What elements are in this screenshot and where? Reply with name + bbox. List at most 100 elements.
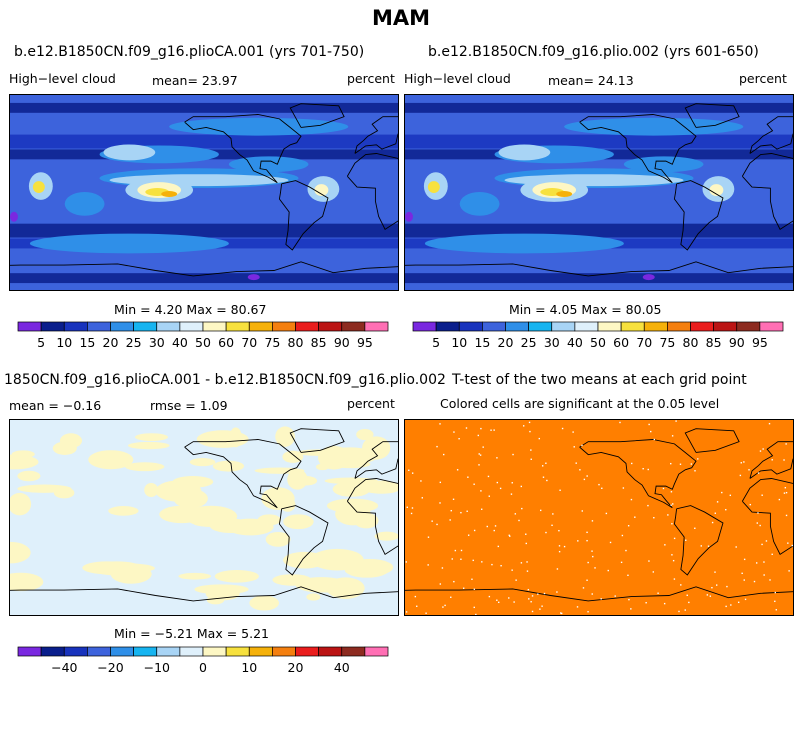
- panel4-dot-239: [530, 449, 532, 451]
- panel4-dot-102: [471, 578, 473, 580]
- panel4-dot-250: [511, 569, 513, 571]
- panel4-dot-95: [526, 570, 529, 572]
- panel4-dot-158: [673, 578, 676, 580]
- panel1-coastline-10: [289, 103, 345, 128]
- panel3-patch-52: [52, 441, 77, 455]
- panel1-band-0: [10, 134, 398, 149]
- panel2-colorbar-cell-4: [505, 321, 529, 332]
- panel3-patch-41: [280, 497, 296, 512]
- panel4-dot-236: [625, 549, 627, 552]
- panel1-purple-b: [247, 274, 260, 281]
- panel4-dot-225: [678, 610, 680, 613]
- panel4-dot-165: [442, 606, 444, 608]
- panel4-dot-40: [652, 571, 655, 573]
- panel4-dot-30: [670, 491, 673, 493]
- panel4-dot-258: [743, 461, 745, 463]
- panel4-dot-150: [783, 492, 786, 494]
- panel4-dot-97: [463, 587, 465, 589]
- panel4-coastline-9: [579, 439, 697, 509]
- panel4-dot-169: [622, 487, 625, 489]
- panel2-colorbar-cell-5: [528, 321, 553, 332]
- panel3-rmse-label: rmse = 1.09: [150, 398, 228, 413]
- panel1-colorbar-tick-label-4: 25: [126, 335, 142, 350]
- figure-title: MAM: [371, 6, 431, 30]
- panel3-mean-label: mean = −0.16: [9, 398, 102, 413]
- panel4-dot-114: [538, 437, 541, 440]
- panel4-dot-201: [601, 487, 603, 489]
- panel4-dot-23: [525, 533, 527, 535]
- panel3-colorbar-cell-13: [318, 646, 343, 657]
- panel4-dot-179: [456, 469, 459, 471]
- panel4-dot-90: [648, 560, 650, 562]
- panel1-title: b.e12.B1850CN.f09_g16.plioCA.001 (yrs 70…: [14, 44, 365, 60]
- panel4-dot-187: [436, 445, 438, 448]
- panel3-patch-15: [10, 541, 31, 564]
- panel3-patch-8: [108, 506, 139, 516]
- panel2-colorbar-cell-15: [759, 321, 784, 332]
- panel4-dot-121: [444, 604, 446, 607]
- panel2-light-3: [623, 156, 704, 173]
- panel4-dot-145: [670, 462, 672, 465]
- panel4-dot-111: [785, 491, 788, 494]
- panel1-colorbar-tick-label-6: 40: [172, 335, 188, 350]
- panel4-dot-221: [788, 570, 790, 572]
- panel3-patch-38: [127, 441, 170, 450]
- panel4-dot-139: [473, 606, 475, 609]
- panel4-dot-257: [530, 458, 532, 460]
- panel2-light-5: [564, 117, 744, 136]
- panel4-dot-202: [721, 491, 723, 494]
- panel3-coastline-11: [278, 505, 329, 576]
- panel1-colorbar-cell-4: [110, 321, 134, 332]
- panel4-dot-3: [697, 458, 699, 460]
- panel4-dot-176: [480, 490, 482, 492]
- panel2-colorbar-cell-1: [435, 321, 460, 332]
- panel4-dot-220: [556, 591, 558, 593]
- panel1-colorbar-tick-label-1: 10: [56, 335, 72, 350]
- panel4-dot-177: [725, 508, 727, 511]
- panel4-dot-41: [525, 542, 527, 545]
- panel4-dot-205: [508, 534, 510, 537]
- panel2-colorbar-tick-label-3: 20: [498, 335, 514, 350]
- panel4-dot-67: [744, 598, 747, 601]
- panel2-colorbar-cell-9: [620, 321, 645, 332]
- panel4-dot-83: [454, 549, 457, 552]
- panel3-colorbar-cell-0: [17, 646, 42, 657]
- panel4-dot-96: [416, 605, 418, 607]
- panel4-dot-174: [530, 601, 532, 603]
- panel4-dot-181: [771, 553, 773, 556]
- panel4-dot-217: [743, 579, 745, 581]
- panel1-colorbar-cell-0: [17, 321, 42, 332]
- panel4-dot-20: [749, 503, 752, 506]
- panel2-coastline-11: [673, 180, 724, 251]
- panel3-colorbar-tick-label-4: 10: [241, 660, 257, 675]
- panel4-dot-98: [600, 598, 602, 600]
- panel1-light-6: [64, 192, 105, 216]
- panel2-light-6: [459, 192, 500, 216]
- panel4-dot-204: [763, 574, 765, 576]
- panel1-colorbar-cell-6: [156, 321, 181, 332]
- panel4-dot-161: [672, 503, 674, 505]
- panel4-dot-7: [748, 469, 750, 471]
- panel3-colorbar-cell-9: [225, 646, 250, 657]
- panel4-dot-8: [576, 606, 579, 608]
- panel2-purple-a: [405, 211, 413, 222]
- panel1-minmax: Min = 4.20 Max = 80.67: [114, 302, 267, 317]
- panel4-dot-224: [711, 586, 713, 589]
- panel2-africa-b: [427, 181, 440, 193]
- panel1-coastline-9: [184, 114, 302, 184]
- panel3-patch-43: [214, 569, 259, 583]
- panel1-colorbar-cell-3: [87, 321, 111, 332]
- panel4-dot-223: [451, 558, 453, 560]
- panel3-colorbar-cell-11: [272, 646, 296, 657]
- panel4-coastline-10: [684, 428, 740, 453]
- panel3-colorbar-cell-1: [40, 646, 65, 657]
- panel4-dot-27: [472, 559, 474, 562]
- panel4-dot-184: [756, 522, 758, 524]
- panel4-dot-191: [586, 475, 588, 477]
- panel2-purple-b: [642, 274, 655, 281]
- panel4-dot-10: [726, 585, 728, 588]
- panel4-map: [404, 419, 794, 616]
- panel3-patch-30: [316, 463, 329, 471]
- panel2-colorbar-tick-label-7: 50: [590, 335, 606, 350]
- panel3-coastline-9: [184, 439, 302, 509]
